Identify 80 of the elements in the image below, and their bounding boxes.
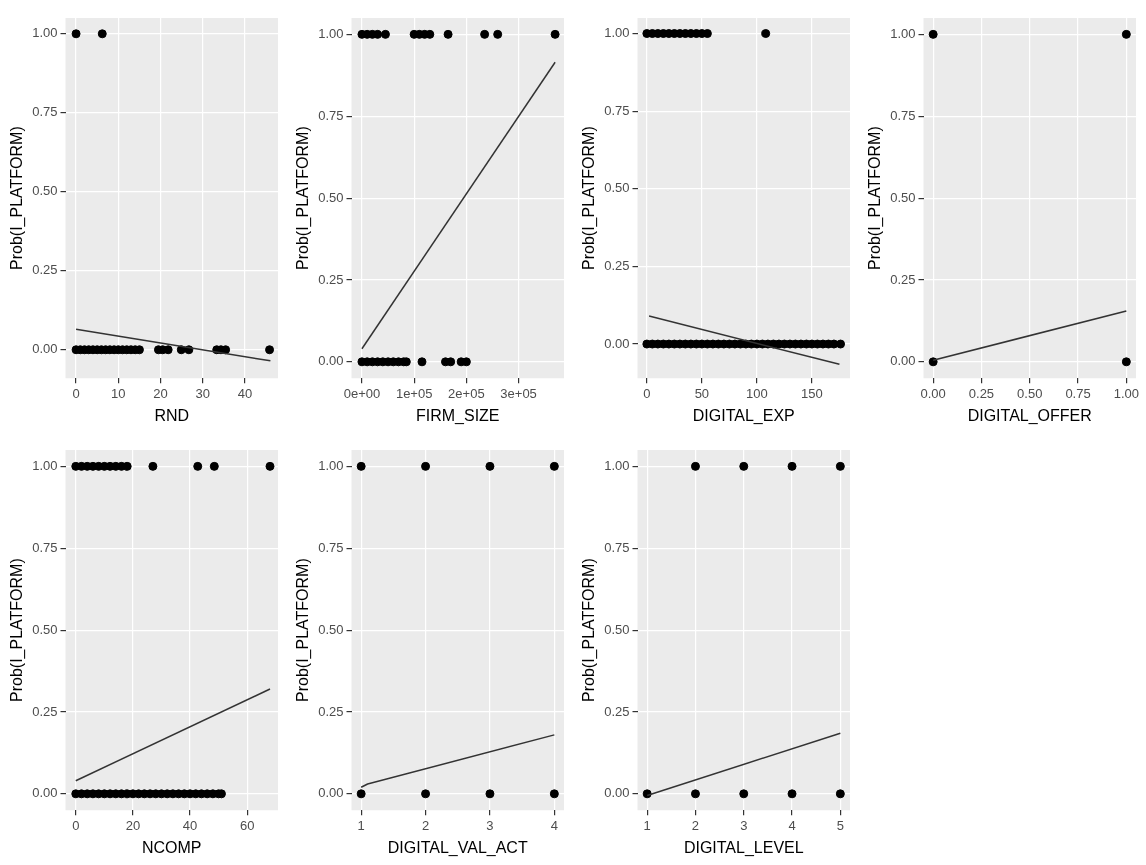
y-tick-label: 0.50 [890,189,916,205]
x-tick-label: 150 [801,385,823,401]
y-tick-label: 0.75 [32,104,58,120]
x-axis-title: DIGITAL_VAL_ACT [387,838,528,857]
y-tick-label: 0.00 [318,353,344,369]
y-tick-label: 1.00 [890,25,916,41]
x-tick-label: 1 [643,817,651,833]
x-tick-label: 0.75 [1065,385,1091,401]
x-tick-label: 3 [740,817,748,833]
x-tick-label: 50 [694,385,710,401]
x-tick-label: 2 [691,817,700,833]
y-tick-label: 0.00 [604,785,630,801]
y-tick-label: 0.25 [890,271,916,287]
x-tick-label: 4 [788,817,796,833]
y-tick-label: 0.50 [32,621,58,637]
x-tick-label: 0 [643,385,651,401]
y-tick-label: 1.00 [604,25,630,41]
x-tick-label: 40 [182,817,198,833]
y-tick-label: 0.75 [32,539,58,555]
x-tick-label: 0 [72,817,80,833]
x-tick-label: 4 [550,817,558,833]
x-tick-label: 3 [486,817,494,833]
y-tick-label: 0.25 [604,257,630,273]
x-axis-title: NCOMP [141,838,202,856]
x-tick-label: 0.50 [1017,385,1043,401]
x-axis-title: DIGITAL_EXP [692,406,795,425]
x-axis-title: FIRM_SIZE [415,406,500,425]
y-axis-title: Prob(I_PLATFORM) [580,558,599,702]
y-tick-label: 0.25 [32,703,58,719]
y-tick-label: 0.25 [318,271,344,287]
y-axis-title: Prob(I_PLATFORM) [8,558,27,702]
y-tick-label: 0.50 [32,183,58,199]
x-tick-label: 2 [421,817,430,833]
x-tick-label: 1.00 [1113,385,1139,401]
y-tick-label: 0.25 [32,262,58,278]
x-tick-label: 20 [153,385,168,401]
x-tick-label: 0.25 [968,385,995,401]
x-tick-label: 20 [125,817,141,833]
y-tick-label: 0.50 [604,621,630,637]
x-tick-label: 0e+00 [343,385,381,401]
x-axis-title: RND [154,406,190,424]
y-tick-label: 0.25 [318,703,344,719]
x-tick-label: 60 [239,817,255,833]
y-tick-label: 0.00 [32,341,58,357]
y-tick-label: 1.00 [32,25,58,41]
y-tick-label: 0.75 [604,539,630,555]
x-tick-label: 100 [746,385,768,401]
y-tick-label: 0.75 [318,107,344,123]
x-tick-label: 1e+05 [395,385,433,401]
y-tick-label: 1.00 [604,457,630,473]
y-tick-label: 0.75 [890,107,916,123]
x-tick-label: 40 [237,385,253,401]
y-tick-label: 0.00 [890,353,916,369]
y-tick-label: 0.00 [318,785,344,801]
y-tick-label: 0.50 [318,621,344,637]
y-tick-label: 0.25 [604,703,630,719]
y-tick-label: 0.50 [604,180,630,196]
x-tick-label: 5 [836,817,844,833]
y-axis-title: Prob(I_PLATFORM) [580,126,599,270]
y-tick-label: 0.75 [604,102,630,118]
x-tick-label: 10 [111,385,126,401]
y-axis-title: Prob(I_PLATFORM) [8,126,27,270]
y-tick-label: 1.00 [318,457,344,473]
x-tick-label: 3e+05 [500,385,537,401]
x-axis-title: DIGITAL_LEVEL [683,838,804,857]
x-tick-label: 1 [357,817,365,833]
x-tick-label: 2e+05 [448,385,485,401]
y-axis-title: Prob(I_PLATFORM) [294,558,313,702]
y-tick-label: 0.50 [318,189,344,205]
y-tick-label: 1.00 [32,457,58,473]
y-axis-title: Prob(I_PLATFORM) [294,126,313,270]
y-tick-label: 0.75 [318,539,344,555]
x-axis-title: DIGITAL_OFFER [967,406,1092,425]
x-tick-label: 30 [195,385,211,401]
y-tick-label: 0.00 [32,785,58,801]
y-axis-title: Prob(I_PLATFORM) [866,126,885,270]
x-tick-label: 0 [72,385,80,401]
y-tick-label: 0.00 [604,335,630,351]
x-tick-label: 0.00 [920,385,946,401]
y-tick-label: 1.00 [318,25,344,41]
